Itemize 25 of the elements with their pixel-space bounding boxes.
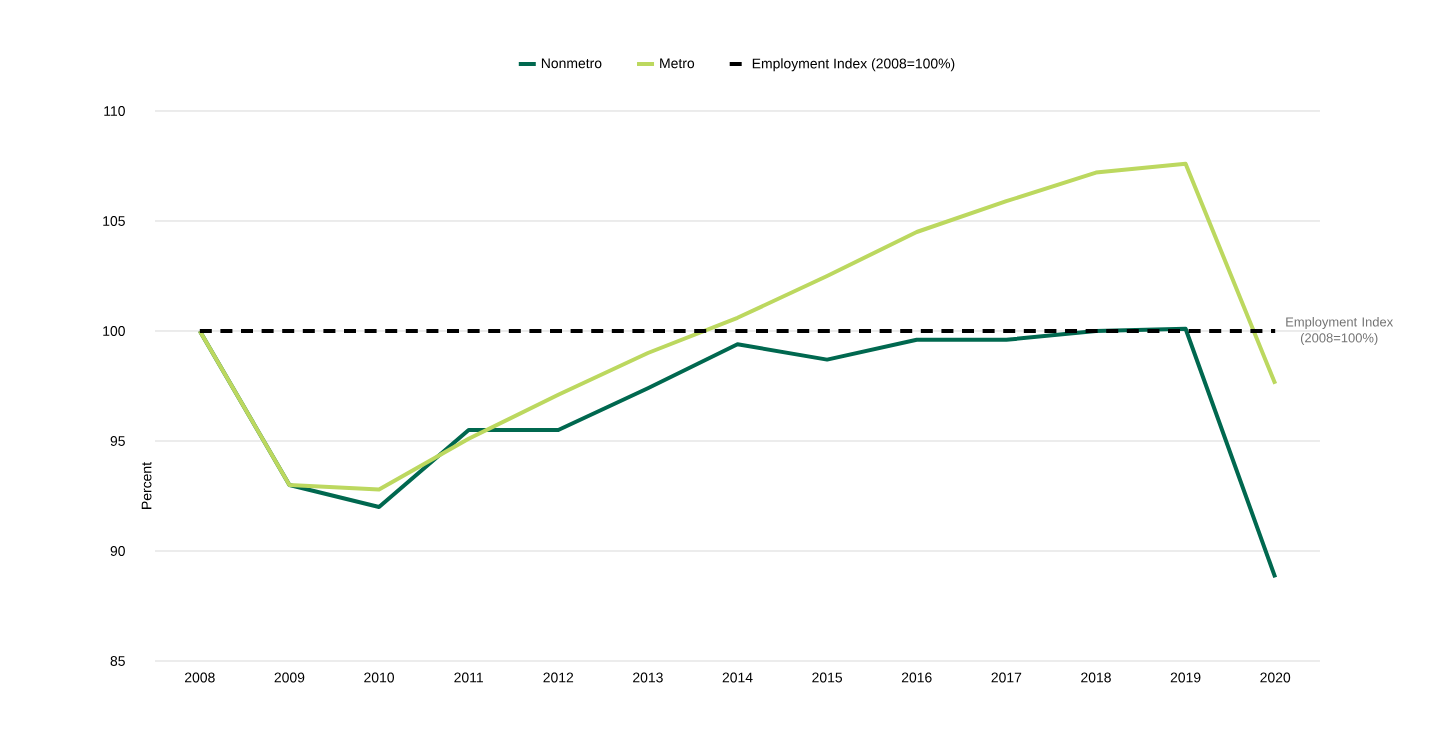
- x-tick-label: 2008: [185, 672, 215, 683]
- legend-label: Employment Index (2008=100%): [752, 58, 955, 72]
- x-tick-label: 2012: [543, 672, 574, 683]
- y-tick-label: 95: [110, 436, 125, 446]
- x-tick-label: 2009: [274, 672, 305, 683]
- x-tick-label: 2010: [364, 672, 395, 683]
- x-tick-label: 2011: [454, 672, 483, 683]
- y-tick-label: 90: [110, 546, 125, 556]
- y-tick-label: 100: [103, 326, 125, 336]
- x-tick-label: 2019: [1170, 672, 1201, 683]
- y-tick-label: 85: [110, 656, 125, 666]
- x-tick-label: 2016: [901, 672, 932, 683]
- y-tick-label: 110: [104, 106, 125, 116]
- y-tick-label: 105: [103, 216, 125, 226]
- x-tick-label: 2015: [812, 672, 843, 683]
- x-tick-label: 2017: [991, 672, 1022, 683]
- legend-label: Metro: [660, 58, 695, 69]
- x-tick-label: 2014: [722, 672, 753, 683]
- x-tick-label: 2018: [1081, 672, 1111, 683]
- x-tick-label: 2013: [633, 672, 663, 683]
- y-axis-title: Percent: [141, 462, 152, 509]
- line-series: [197, 161, 1278, 492]
- legend-label: Nonmetro: [541, 58, 602, 69]
- annotation: Employment Index (2008=100%): [1286, 316, 1394, 346]
- x-tick-label: 2020: [1260, 672, 1291, 683]
